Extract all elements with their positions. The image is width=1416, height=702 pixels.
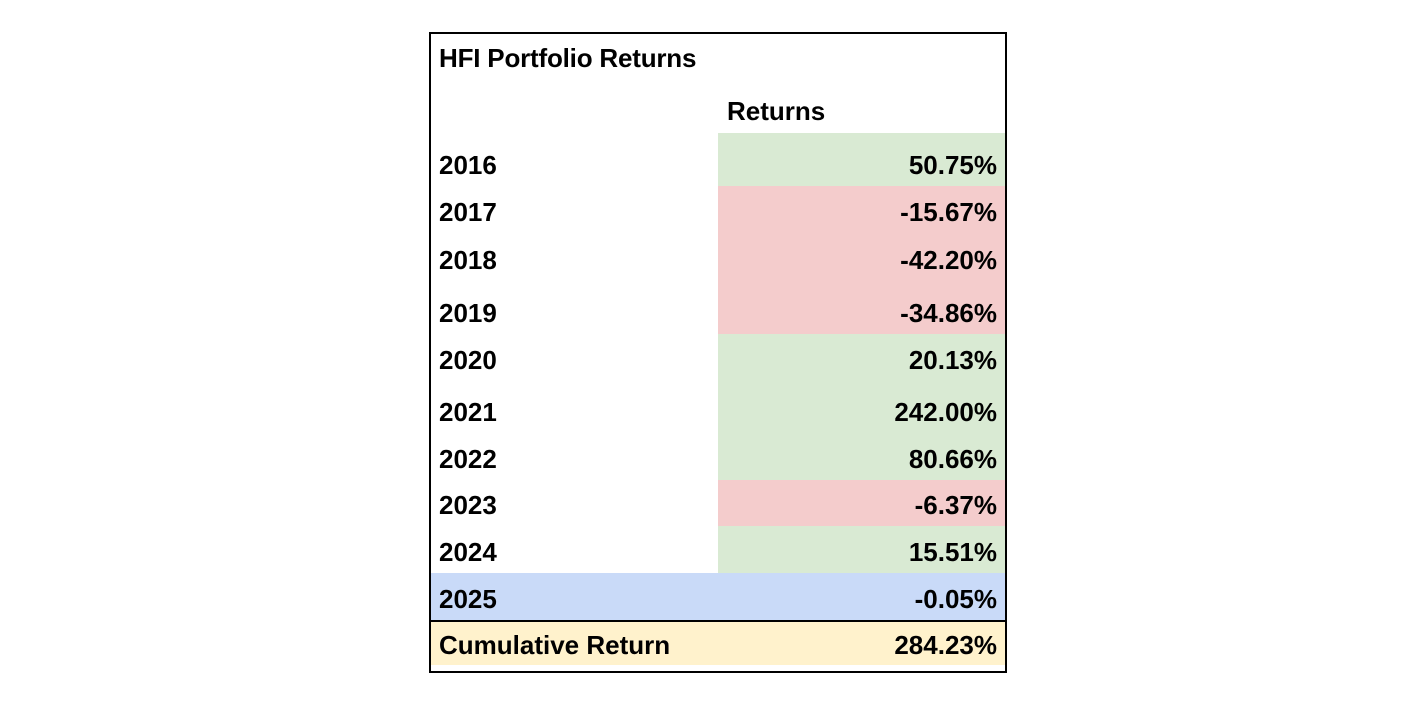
year-cell: 2024	[439, 537, 497, 567]
year-cell: 2023	[439, 490, 497, 520]
return-cell: -34.86%	[718, 281, 1005, 334]
return-cell: 15.51%	[718, 526, 1005, 573]
cumulative-value: 284.23%	[894, 630, 997, 660]
returns-table: HFI Portfolio Returns Returns 2016 50.75…	[429, 32, 1007, 673]
year-cell: 2018	[439, 245, 497, 275]
year-cell: 2017	[439, 197, 497, 227]
title-row: HFI Portfolio Returns	[431, 34, 1005, 85]
return-cell: 80.66%	[718, 433, 1005, 480]
year-cell: 2025	[439, 584, 497, 614]
table-row: 2017 -15.67%	[431, 186, 1005, 233]
table-row: 2018 -42.20%	[431, 233, 1005, 281]
table-row: 2021 242.00%	[431, 381, 1005, 433]
return-cell: 50.75%	[718, 133, 1005, 186]
table-row: 2020 20.13%	[431, 334, 1005, 381]
return-cell: -0.05%	[914, 584, 997, 614]
cumulative-return-row: Cumulative Return 284.23%	[431, 620, 1005, 665]
year-cell: 2019	[439, 298, 497, 328]
table-row: 2019 -34.86%	[431, 281, 1005, 334]
year-rows: 2016 50.75% 2017 -15.67% 2018 -42.20% 20…	[431, 133, 1005, 573]
table-row: 2016 50.75%	[431, 133, 1005, 186]
return-cell: -6.37%	[718, 480, 1005, 526]
return-cell: 242.00%	[718, 381, 1005, 433]
year-cell: 2020	[439, 345, 497, 375]
current-year-row: 2025 -0.05%	[431, 573, 1005, 620]
table-row: 2024 15.51%	[431, 526, 1005, 573]
return-cell: 20.13%	[718, 334, 1005, 381]
table-row: 2022 80.66%	[431, 433, 1005, 480]
year-cell: 2021	[439, 397, 497, 427]
header-row: Returns	[431, 85, 1005, 133]
returns-column-header: Returns	[727, 96, 826, 126]
year-cell: 2016	[439, 150, 497, 180]
year-cell: 2022	[439, 444, 497, 474]
return-cell: -42.20%	[718, 233, 1005, 281]
return-cell: -15.67%	[718, 186, 1005, 233]
cumulative-label: Cumulative Return	[439, 630, 671, 660]
table-row: 2023 -6.37%	[431, 480, 1005, 526]
table-title: HFI Portfolio Returns	[439, 43, 697, 73]
